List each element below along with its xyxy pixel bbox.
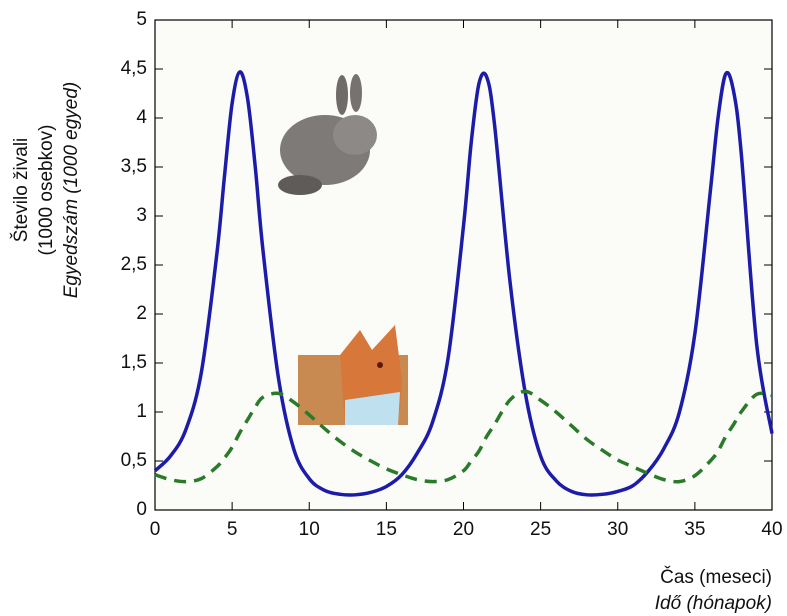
x-tick-label: 40 xyxy=(761,519,782,540)
y-axis-label: Število živali xyxy=(10,138,32,243)
y-tick-label: 0 xyxy=(136,499,147,520)
y-tick-label: 3 xyxy=(136,205,147,226)
y-axis-label: Egyedszám (1000 egyed) xyxy=(61,82,82,299)
x-tick-label: 30 xyxy=(607,519,628,540)
plot-frame xyxy=(154,19,773,511)
x-axis-label: Idő (hónapok) xyxy=(655,593,772,614)
y-axis-label: (1000 osebkov) xyxy=(36,125,57,256)
x-axis-label: Čas (meseci) xyxy=(660,566,772,588)
y-tick-label: 5 xyxy=(136,9,147,30)
x-tick-label: 0 xyxy=(150,519,161,540)
series-line xyxy=(154,389,773,484)
x-tick-label: 15 xyxy=(376,519,397,540)
x-tick-label: 5 xyxy=(227,519,238,540)
y-tick-label: 0,5 xyxy=(121,450,147,471)
fox-picture xyxy=(298,325,408,425)
x-tick-label: 20 xyxy=(453,519,474,540)
y-tick-label: 2,5 xyxy=(121,254,147,275)
x-tick-label: 10 xyxy=(299,519,320,540)
y-tick-label: 1,5 xyxy=(121,352,147,373)
y-tick-label: 4 xyxy=(136,107,147,128)
y-tick-label: 4,5 xyxy=(121,58,147,79)
y-tick-label: 3,5 xyxy=(121,156,147,177)
series-line xyxy=(153,70,774,497)
x-tick-label: 35 xyxy=(684,519,705,540)
x-tick-label: 25 xyxy=(530,519,551,540)
y-tick-label: 1 xyxy=(136,401,147,422)
y-tick-label: 2 xyxy=(136,303,147,324)
rabbit-picture xyxy=(278,74,377,195)
